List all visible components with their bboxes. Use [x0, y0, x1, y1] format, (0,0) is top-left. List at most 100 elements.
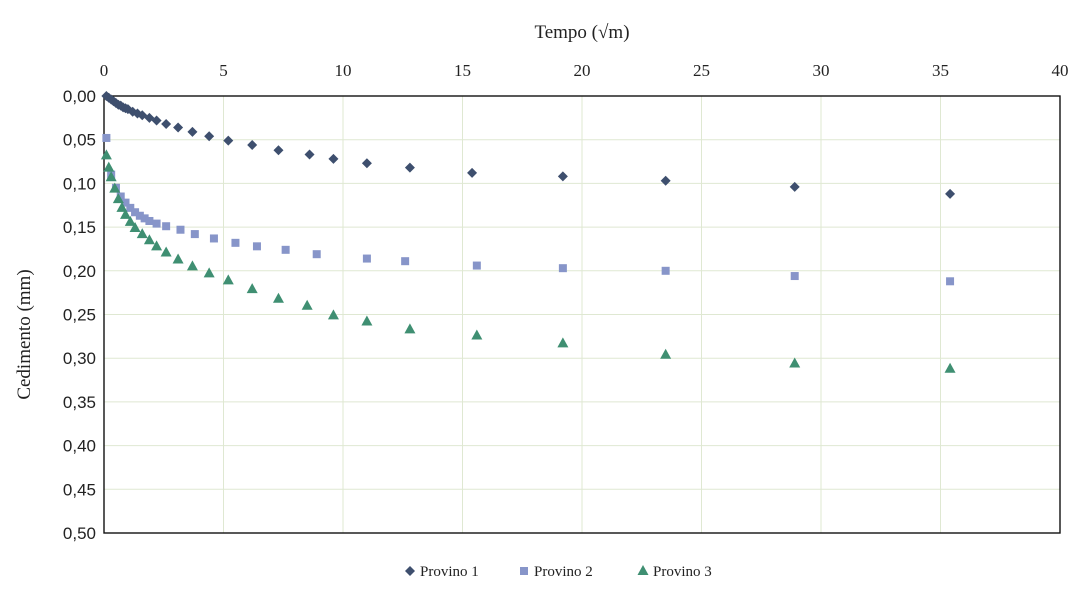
data-point — [789, 181, 800, 192]
data-point — [103, 161, 115, 172]
x-tick-label: 5 — [219, 61, 228, 80]
data-point — [246, 283, 258, 294]
series-layer — [100, 91, 956, 373]
data-point — [204, 131, 215, 142]
data-point — [173, 122, 184, 133]
legend-item: Provino 1 — [405, 564, 479, 580]
data-point — [272, 292, 284, 303]
x-axis-label: Tempo (√m) — [534, 22, 629, 43]
x-tick-label: 0 — [100, 61, 109, 80]
data-point — [112, 193, 124, 204]
data-point — [151, 115, 162, 126]
legend-marker — [405, 566, 415, 576]
data-point — [281, 245, 290, 254]
data-point — [152, 219, 161, 228]
data-point — [222, 274, 234, 285]
x-tick-label: 25 — [693, 61, 710, 80]
data-point — [223, 135, 234, 146]
data-point — [129, 221, 141, 232]
y-tick-label: 0,05 — [63, 131, 96, 150]
data-point — [109, 182, 121, 193]
data-point — [558, 264, 567, 273]
legend-marker — [520, 567, 528, 575]
data-point — [252, 242, 261, 251]
data-point — [328, 153, 339, 164]
data-point — [116, 201, 128, 212]
data-point — [100, 149, 112, 160]
data-point — [471, 329, 483, 340]
data-point — [401, 257, 410, 266]
data-point — [131, 208, 140, 217]
data-point — [557, 171, 568, 182]
data-point — [472, 261, 481, 270]
x-tick-label: 40 — [1052, 61, 1069, 80]
data-point — [140, 214, 149, 223]
data-point — [557, 337, 569, 348]
plot-area — [103, 95, 1061, 534]
y-axis-label: Cedimento (mm) — [14, 269, 35, 399]
data-point — [126, 203, 135, 212]
data-point — [467, 167, 478, 178]
y-tick-label: 0,10 — [63, 174, 96, 193]
data-point — [247, 139, 258, 150]
x-tick-label: 35 — [932, 61, 949, 80]
data-point — [301, 299, 313, 310]
data-point — [361, 315, 373, 326]
data-point — [102, 133, 111, 142]
y-tick-label: 0,50 — [63, 524, 96, 543]
data-point — [135, 211, 144, 220]
data-point — [660, 175, 671, 186]
data-point — [203, 267, 215, 278]
data-point — [116, 192, 125, 201]
data-point — [945, 188, 956, 199]
data-point — [145, 216, 154, 225]
data-point — [946, 277, 955, 286]
x-tick-label: 20 — [574, 61, 591, 80]
y-tick-label: 0,15 — [63, 218, 96, 237]
data-point — [172, 253, 184, 264]
legend-label: Provino 1 — [420, 564, 479, 580]
y-axis-ticks: 0,00 0,05 0,10 0,15 0,20 0,25 0,30 0,35 0,40 0,45… — [63, 87, 96, 543]
x-tick-label: 15 — [454, 61, 471, 80]
data-point — [121, 198, 130, 207]
data-point — [176, 225, 185, 234]
legend-label: Provino 2 — [534, 564, 593, 580]
data-point — [660, 348, 672, 359]
data-point — [187, 126, 198, 137]
data-point — [361, 158, 372, 169]
x-axis-ticks: 0 5 10 15 20 25 30 35 40 — [100, 61, 1069, 80]
data-point — [231, 238, 240, 247]
data-point — [124, 215, 136, 226]
data-point — [404, 323, 416, 334]
data-point — [273, 145, 284, 156]
data-point — [209, 234, 218, 243]
y-tick-label: 0,45 — [63, 480, 96, 499]
data-point — [160, 246, 172, 257]
legend-item: Provino 3 — [637, 564, 712, 580]
y-tick-label: 0,35 — [63, 393, 96, 412]
data-point — [161, 118, 172, 129]
data-point — [120, 208, 132, 219]
data-point — [312, 250, 321, 259]
series-3 — [100, 149, 956, 373]
legend-marker — [637, 565, 649, 575]
data-point — [105, 171, 117, 182]
data-point — [404, 162, 415, 173]
data-point — [661, 266, 670, 275]
data-point — [789, 357, 801, 368]
y-tick-label: 0,40 — [63, 437, 96, 456]
y-tick-label: 0,20 — [63, 262, 96, 281]
data-point — [190, 230, 199, 239]
x-tick-label: 30 — [813, 61, 830, 80]
y-tick-label: 0,25 — [63, 306, 96, 325]
data-point — [136, 228, 148, 239]
gridlines — [104, 96, 1060, 533]
legend-item: Provino 2 — [520, 564, 593, 580]
x-tick-label: 10 — [335, 61, 352, 80]
data-point — [151, 240, 163, 251]
series-1 — [101, 91, 956, 199]
y-tick-label: 0,00 — [63, 87, 96, 106]
legend-label: Provino 3 — [653, 564, 712, 580]
